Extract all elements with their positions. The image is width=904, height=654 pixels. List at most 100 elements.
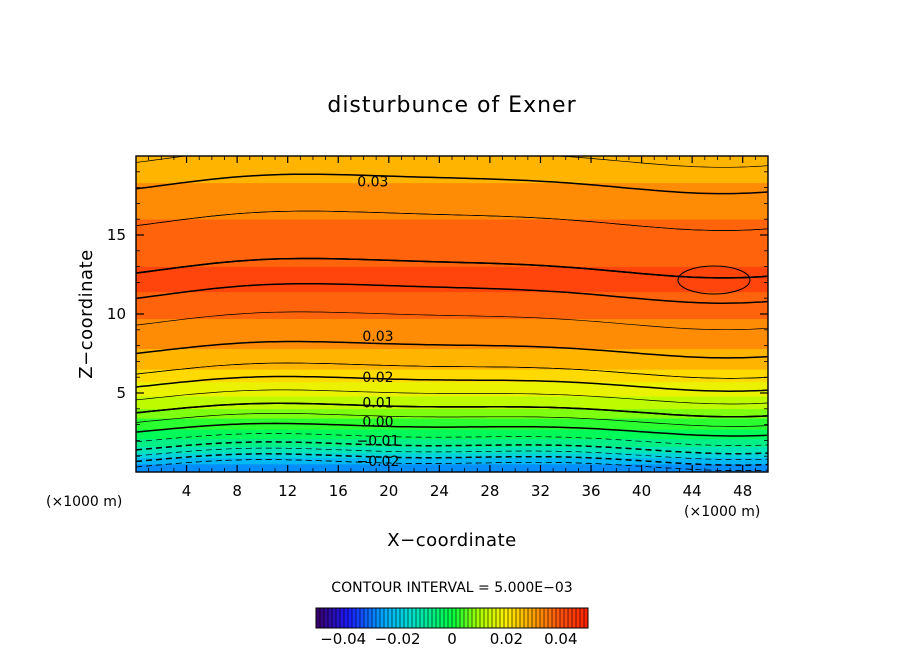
colorbar-cell — [400, 608, 405, 628]
colorbar-cell — [516, 608, 521, 628]
contour-label: 0.02 — [362, 370, 393, 386]
colorbar-cell — [324, 608, 329, 628]
colorbar-cell — [416, 608, 421, 628]
contour-label: −0.01 — [356, 433, 399, 449]
colorbar-cell — [376, 608, 381, 628]
colorbar-cell — [332, 608, 337, 628]
colorbar-cell — [468, 608, 473, 628]
x-tick-label: 8 — [232, 482, 242, 500]
contour-label: 0.00 — [362, 414, 393, 430]
colorbar-cell — [364, 608, 369, 628]
chart-title: disturbunce of Exner — [327, 93, 576, 118]
colorbar-cell — [436, 608, 441, 628]
contour-interval-text: CONTOUR INTERVAL = 5.000E−03 — [331, 580, 572, 596]
colorbar-cell — [432, 608, 437, 628]
x-tick-label: 20 — [379, 482, 398, 500]
colorbar-cell — [564, 608, 569, 628]
colorbar-cell — [452, 608, 457, 628]
colorbar-cell — [484, 608, 489, 628]
colorbar-cell — [568, 608, 573, 628]
colorbar-cell — [528, 608, 533, 628]
colorbar-cell — [480, 608, 485, 628]
colorbar-cell — [348, 608, 353, 628]
colorbar-cell — [412, 608, 417, 628]
colorbar-cell — [460, 608, 465, 628]
colorbar-cell — [440, 608, 445, 628]
colorbar-cell — [388, 608, 393, 628]
colorbar-cell — [428, 608, 433, 628]
x-tick-label: 4 — [182, 482, 192, 500]
y-axis-label: Z−coordinate — [76, 249, 97, 378]
colorbar-cell — [464, 608, 469, 628]
x-unit-left: (×1000 m) — [46, 494, 122, 510]
colorbar-tick-label: 0.02 — [490, 630, 523, 648]
contour-label: −0.02 — [356, 454, 399, 470]
contour-label: 0.03 — [362, 329, 393, 345]
colorbar-cell — [424, 608, 429, 628]
colorbar-cell — [560, 608, 565, 628]
colorbar-cell — [476, 608, 481, 628]
colorbar-tick-label: 0.04 — [544, 630, 577, 648]
colorbar-cell — [340, 608, 345, 628]
colorbar-cell — [384, 608, 389, 628]
colorbar-cell — [492, 608, 497, 628]
colorbar-cell — [496, 608, 501, 628]
colorbar-cell — [552, 608, 557, 628]
contour-label: 0.03 — [357, 174, 388, 190]
colorbar-cell — [380, 608, 385, 628]
colorbar-cell — [488, 608, 493, 628]
y-tick-label: 15 — [107, 226, 126, 244]
colorbar-tick-label: −0.04 — [320, 630, 366, 648]
colorbar-cell — [544, 608, 549, 628]
x-tick-label: 36 — [581, 482, 600, 500]
x-unit-right: (×1000 m) — [684, 504, 760, 520]
colorbar-cell — [404, 608, 409, 628]
colorbar-cell — [344, 608, 349, 628]
colorbar-cell — [508, 608, 513, 628]
colorbar-cell — [524, 608, 529, 628]
colorbar-cell — [548, 608, 553, 628]
colorbar-cell — [504, 608, 509, 628]
colorbar-cell — [472, 608, 477, 628]
colorbar-cell — [336, 608, 341, 628]
colorbar-ticks: −0.04 −0.02 0 0.02 0.04 — [320, 630, 577, 648]
colorbar-cell — [532, 608, 537, 628]
colorbar-cell — [512, 608, 517, 628]
colorbar-cell — [456, 608, 461, 628]
x-axis-label: X−coordinate — [387, 530, 516, 551]
colorbar-cell — [444, 608, 449, 628]
colorbar-cell — [584, 608, 589, 628]
y-tick-label: 5 — [116, 384, 126, 402]
colorbar-cell — [556, 608, 561, 628]
colorbar-cell — [448, 608, 453, 628]
colorbar-cell — [536, 608, 541, 628]
x-tick-label: 12 — [278, 482, 297, 500]
colorbar-cell — [540, 608, 545, 628]
colorbar-frame — [315, 607, 589, 629]
x-tick-label: 28 — [480, 482, 499, 500]
colorbar-cell — [572, 608, 577, 628]
colorbar-cell — [420, 608, 425, 628]
colorbar-cell — [396, 608, 401, 628]
x-tick-label: 40 — [632, 482, 651, 500]
colorbar-cell — [368, 608, 373, 628]
colorbar-cell — [580, 608, 585, 628]
colorbar-cell — [328, 608, 333, 628]
colorbar-cell — [356, 608, 361, 628]
x-tick-label: 16 — [329, 482, 348, 500]
colorbar-tick-label: 0 — [447, 630, 457, 648]
y-tick-label: 10 — [107, 305, 126, 323]
x-tick-label: 44 — [683, 482, 702, 500]
x-tick-label: 32 — [531, 482, 550, 500]
colorbar-cell — [392, 608, 397, 628]
colorbar-cell — [352, 608, 357, 628]
contour-lines — [136, 156, 768, 471]
x-axis-ticks: 4 8 12 16 20 24 28 32 36 40 44 48 — [148, 156, 756, 500]
colorbar — [315, 607, 589, 629]
colorbar-cell — [408, 608, 413, 628]
x-tick-label: 24 — [430, 482, 449, 500]
colorbar-cell — [320, 608, 325, 628]
colorbar-tick-label: −0.02 — [375, 630, 421, 648]
contour-label: 0.01 — [362, 395, 393, 411]
